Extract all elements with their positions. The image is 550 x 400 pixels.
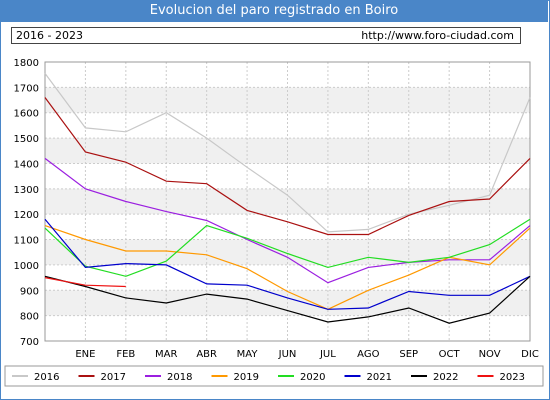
grid-lines bbox=[44, 61, 531, 342]
y-tick-label: 1500 bbox=[14, 134, 39, 145]
x-tick-label: MAR bbox=[155, 349, 177, 360]
source-url: http://www.foro-ciudad.com bbox=[361, 29, 514, 42]
y-tick-label: 1000 bbox=[14, 261, 39, 272]
series-line-2017 bbox=[44, 97, 531, 236]
y-tick-label: 1800 bbox=[14, 58, 39, 69]
y-tick-label: 700 bbox=[20, 337, 39, 348]
y-axis-ticks: 700 800 900 1000 1100 1200 1300 1400 1500 1600 170… bbox=[14, 58, 39, 348]
info-box: 2016 - 2023 http://www.foro-ciudad.com bbox=[11, 27, 521, 44]
x-tick-label: JUL bbox=[319, 349, 336, 360]
series-line-2016 bbox=[44, 73, 531, 233]
x-tick-label: FEB bbox=[116, 349, 135, 360]
legend-label-2020: 2020 bbox=[300, 372, 325, 383]
legend-label-2018: 2018 bbox=[167, 372, 192, 383]
y-tick-label: 1400 bbox=[14, 159, 39, 170]
legend: 2016 2017 2018 2019 2020 2021 2022 2023 bbox=[4, 365, 544, 387]
legend-label-2019: 2019 bbox=[234, 372, 259, 383]
y-tick-label: 800 bbox=[20, 312, 39, 323]
y-tick-label: 900 bbox=[20, 286, 39, 297]
period-label: 2016 - 2023 bbox=[16, 29, 83, 42]
legend-label-2023: 2023 bbox=[500, 372, 525, 383]
y-tick-label: 1600 bbox=[14, 109, 39, 120]
series-line-2021 bbox=[44, 218, 531, 310]
x-tick-label: AGO bbox=[357, 349, 379, 360]
y-tick-label: 1200 bbox=[14, 210, 39, 221]
x-tick-label: DIC bbox=[521, 349, 539, 360]
x-tick-label: OCT bbox=[439, 349, 461, 360]
chart-title: Evolucion del paro registrado en Boiro bbox=[0, 0, 548, 22]
y-tick-label: 1300 bbox=[14, 185, 39, 196]
x-tick-label: NOV bbox=[479, 349, 501, 360]
y-tick-label: 1700 bbox=[14, 83, 39, 94]
y-tick-label: 1100 bbox=[14, 236, 39, 247]
series-line-2018 bbox=[44, 157, 531, 284]
legend-box bbox=[4, 365, 544, 387]
plot-border bbox=[44, 61, 531, 342]
x-tick-label: ENE bbox=[75, 349, 95, 360]
series-line-2022 bbox=[44, 275, 531, 324]
x-tick-label: MAY bbox=[237, 349, 259, 360]
legend-label-2017: 2017 bbox=[101, 372, 126, 383]
legend-label-2021: 2021 bbox=[367, 372, 392, 383]
x-tick-label: ABR bbox=[196, 349, 217, 360]
x-tick-label: JUN bbox=[278, 349, 297, 360]
x-axis-ticks: ENE FEB MAR ABR MAY JUN JUL AGO SEP OCT NOV DIC bbox=[75, 349, 538, 360]
series-line-2020 bbox=[44, 218, 531, 277]
series-lines bbox=[44, 73, 531, 324]
legend-label-2016: 2016 bbox=[34, 372, 59, 383]
legend-label-2022: 2022 bbox=[433, 372, 458, 383]
x-tick-label: SEP bbox=[399, 349, 418, 360]
series-line-2023 bbox=[44, 277, 126, 288]
